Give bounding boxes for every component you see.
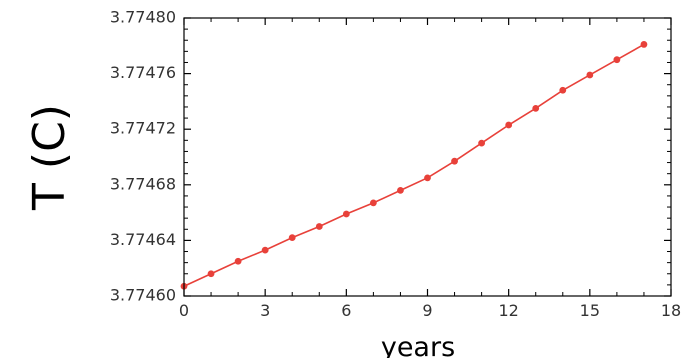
y-tick-label: 3.77480 xyxy=(110,8,176,27)
data-point xyxy=(369,199,377,207)
data-point xyxy=(586,71,594,79)
data-point xyxy=(342,210,350,218)
data-point xyxy=(397,186,404,194)
y-tick-label: 3.77476 xyxy=(110,63,176,82)
x-tick-label: 18 xyxy=(661,301,681,320)
data-point xyxy=(451,157,458,165)
x-tick-label: 15 xyxy=(580,301,600,320)
series-line xyxy=(183,43,645,287)
y-tick-label: 3.77468 xyxy=(110,174,176,193)
x-tick-label: 3 xyxy=(260,301,270,320)
x-tick-labels: 0 3 6 9 12 15 18 xyxy=(179,301,681,320)
data-point xyxy=(640,41,648,48)
data-point xyxy=(424,174,431,182)
y-tick-labels: 3.77460 3.77464 3.77468 3.77472 3.77476 3.774… xyxy=(110,8,176,305)
data-point xyxy=(288,234,296,242)
data-point xyxy=(613,56,621,64)
x-tick-label: 9 xyxy=(422,301,432,320)
data-point xyxy=(315,223,323,230)
x-axis-title: years xyxy=(381,332,455,358)
data-point xyxy=(559,86,567,94)
y-tick-label: 3.77460 xyxy=(110,286,176,305)
series-layer xyxy=(180,41,648,290)
data-point xyxy=(478,139,486,147)
y-axis-title: T (C) xyxy=(24,104,75,211)
x-tick-label: 12 xyxy=(498,301,518,320)
plot-frame xyxy=(183,17,672,297)
data-point xyxy=(261,246,269,254)
y-tick-label: 3.77464 xyxy=(110,230,176,249)
data-point xyxy=(505,121,513,129)
data-point xyxy=(207,270,215,278)
y-tick-label: 3.77472 xyxy=(110,119,176,138)
data-point xyxy=(532,104,540,112)
data-point xyxy=(234,257,242,265)
x-tick-label: 0 xyxy=(179,301,189,320)
x-tick-label: 6 xyxy=(341,301,351,320)
